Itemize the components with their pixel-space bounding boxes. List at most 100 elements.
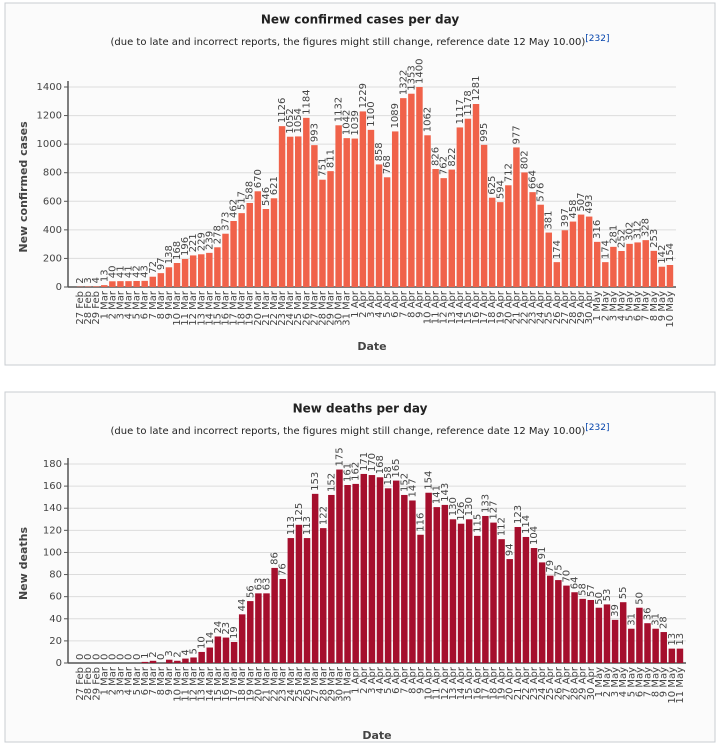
bar	[579, 599, 585, 663]
bar	[360, 111, 366, 287]
y-tick-label: 60	[49, 592, 62, 603]
bar	[141, 281, 147, 287]
bar	[497, 202, 503, 287]
subtitle-text: (due to late and incorrect reports, the …	[111, 426, 586, 437]
value-label: 977	[511, 125, 522, 144]
bar	[442, 505, 448, 663]
value-label: 316	[592, 220, 603, 239]
value-label: 116	[416, 513, 427, 532]
bar	[400, 98, 406, 287]
subtitle-text: (due to late and incorrect reports, the …	[111, 37, 586, 48]
bar	[531, 548, 537, 663]
bar	[588, 600, 594, 663]
y-tick-label: 20	[49, 636, 62, 647]
y-tick-label: 40	[49, 614, 62, 625]
value-label: 811	[326, 149, 337, 168]
reference-link[interactable]: [232]	[585, 423, 609, 433]
bar	[432, 169, 438, 287]
bar	[602, 262, 608, 287]
bar	[659, 267, 665, 287]
value-label: 621	[269, 176, 280, 195]
value-label: 31	[626, 613, 637, 626]
bar	[247, 601, 253, 663]
bar	[344, 485, 350, 663]
bar	[482, 516, 488, 663]
bar	[466, 519, 472, 663]
bar	[417, 535, 423, 663]
bar	[570, 222, 576, 287]
bar	[450, 519, 456, 663]
bar	[231, 642, 237, 663]
value-label: 1089	[390, 103, 401, 128]
bar	[296, 525, 302, 663]
bar	[620, 602, 626, 663]
bar	[327, 171, 333, 287]
bar	[515, 527, 521, 663]
bar	[489, 198, 495, 287]
bar	[343, 138, 349, 287]
bar	[166, 267, 172, 287]
value-label: 1062	[423, 107, 434, 132]
bar	[377, 477, 383, 663]
value-label: 19	[229, 626, 240, 639]
bar	[481, 145, 487, 287]
y-axis-label: New deaths	[17, 527, 30, 601]
value-label: 576	[536, 183, 547, 202]
bar	[166, 660, 172, 663]
value-label: 28	[659, 616, 670, 629]
bar	[319, 180, 325, 287]
bar	[182, 659, 188, 663]
bar	[369, 475, 375, 663]
y-tick-label: 140	[43, 503, 62, 514]
value-label: 822	[447, 147, 458, 166]
value-label: 13	[675, 633, 686, 646]
bar	[626, 244, 632, 287]
value-label: 1100	[366, 101, 377, 126]
bar	[652, 629, 658, 663]
bar	[328, 495, 334, 663]
reference-link[interactable]: [232]	[585, 34, 609, 44]
bar	[150, 277, 156, 287]
bar	[612, 620, 618, 663]
bar	[198, 652, 204, 663]
bar	[279, 126, 285, 287]
bar	[408, 94, 414, 287]
bar	[634, 242, 640, 287]
value-label: 55	[618, 586, 629, 599]
value-label: 63	[262, 578, 273, 591]
bar	[506, 559, 512, 663]
y-tick-label: 800	[43, 168, 62, 179]
bar	[190, 255, 196, 287]
value-label: 1184	[301, 89, 312, 114]
bar	[669, 649, 675, 663]
value-label: 995	[479, 123, 490, 142]
bar	[239, 614, 245, 663]
x-tick-label: 11 May	[675, 667, 686, 704]
bar	[563, 586, 569, 663]
bar	[352, 484, 358, 663]
bar	[578, 215, 584, 287]
bar	[223, 638, 229, 663]
value-label: 127	[488, 501, 499, 520]
bar	[287, 137, 293, 287]
chart-title: New deaths per day	[293, 402, 428, 416]
value-label: 53	[602, 589, 613, 602]
bar	[182, 259, 188, 287]
bar	[465, 119, 471, 287]
value-label: 152	[326, 473, 337, 492]
value-label: 153	[310, 472, 321, 491]
bar	[667, 265, 673, 287]
value-label: 670	[253, 169, 264, 188]
x-axis-label: Date	[362, 729, 391, 742]
y-tick-label: 600	[43, 196, 62, 207]
bar	[555, 580, 561, 663]
bar	[393, 481, 399, 663]
x-axis-label: Date	[357, 340, 386, 353]
bar	[498, 539, 504, 663]
bar	[230, 221, 236, 287]
bar	[206, 253, 212, 287]
value-label: 1400	[414, 59, 425, 84]
value-label: 174	[552, 240, 563, 259]
y-tick-label: 0	[56, 658, 62, 669]
